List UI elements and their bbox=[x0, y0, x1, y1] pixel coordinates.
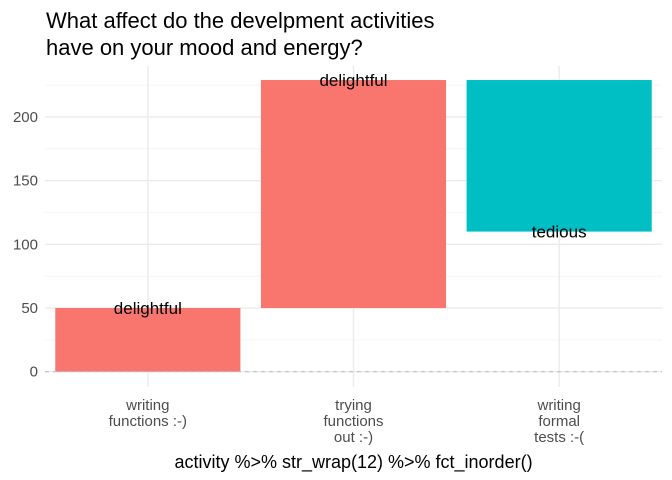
x-tick-label: writing functions :-) bbox=[109, 397, 187, 430]
x-axis-title: activity %>% str_wrap(12) %>% fct_inorde… bbox=[174, 452, 532, 473]
y-tick-label: 100 bbox=[13, 236, 38, 253]
data-label: tedious bbox=[532, 223, 587, 242]
data-label: delightful bbox=[319, 71, 387, 90]
bar bbox=[466, 80, 652, 232]
bar bbox=[260, 80, 447, 309]
x-tick-label: writing formal tests :-( bbox=[534, 397, 584, 446]
chart-title: What affect do the develpment activities… bbox=[46, 8, 434, 60]
y-tick-label: 200 bbox=[13, 109, 38, 126]
y-tick-label: 150 bbox=[13, 173, 38, 190]
y-tick-label: 50 bbox=[21, 300, 38, 317]
x-tick-label: trying functions out :-) bbox=[323, 397, 383, 446]
plot-panel: delightful delightful tedious bbox=[45, 66, 662, 387]
data-label: delightful bbox=[114, 299, 182, 318]
bar bbox=[55, 308, 241, 372]
y-tick-label: 0 bbox=[30, 364, 38, 381]
